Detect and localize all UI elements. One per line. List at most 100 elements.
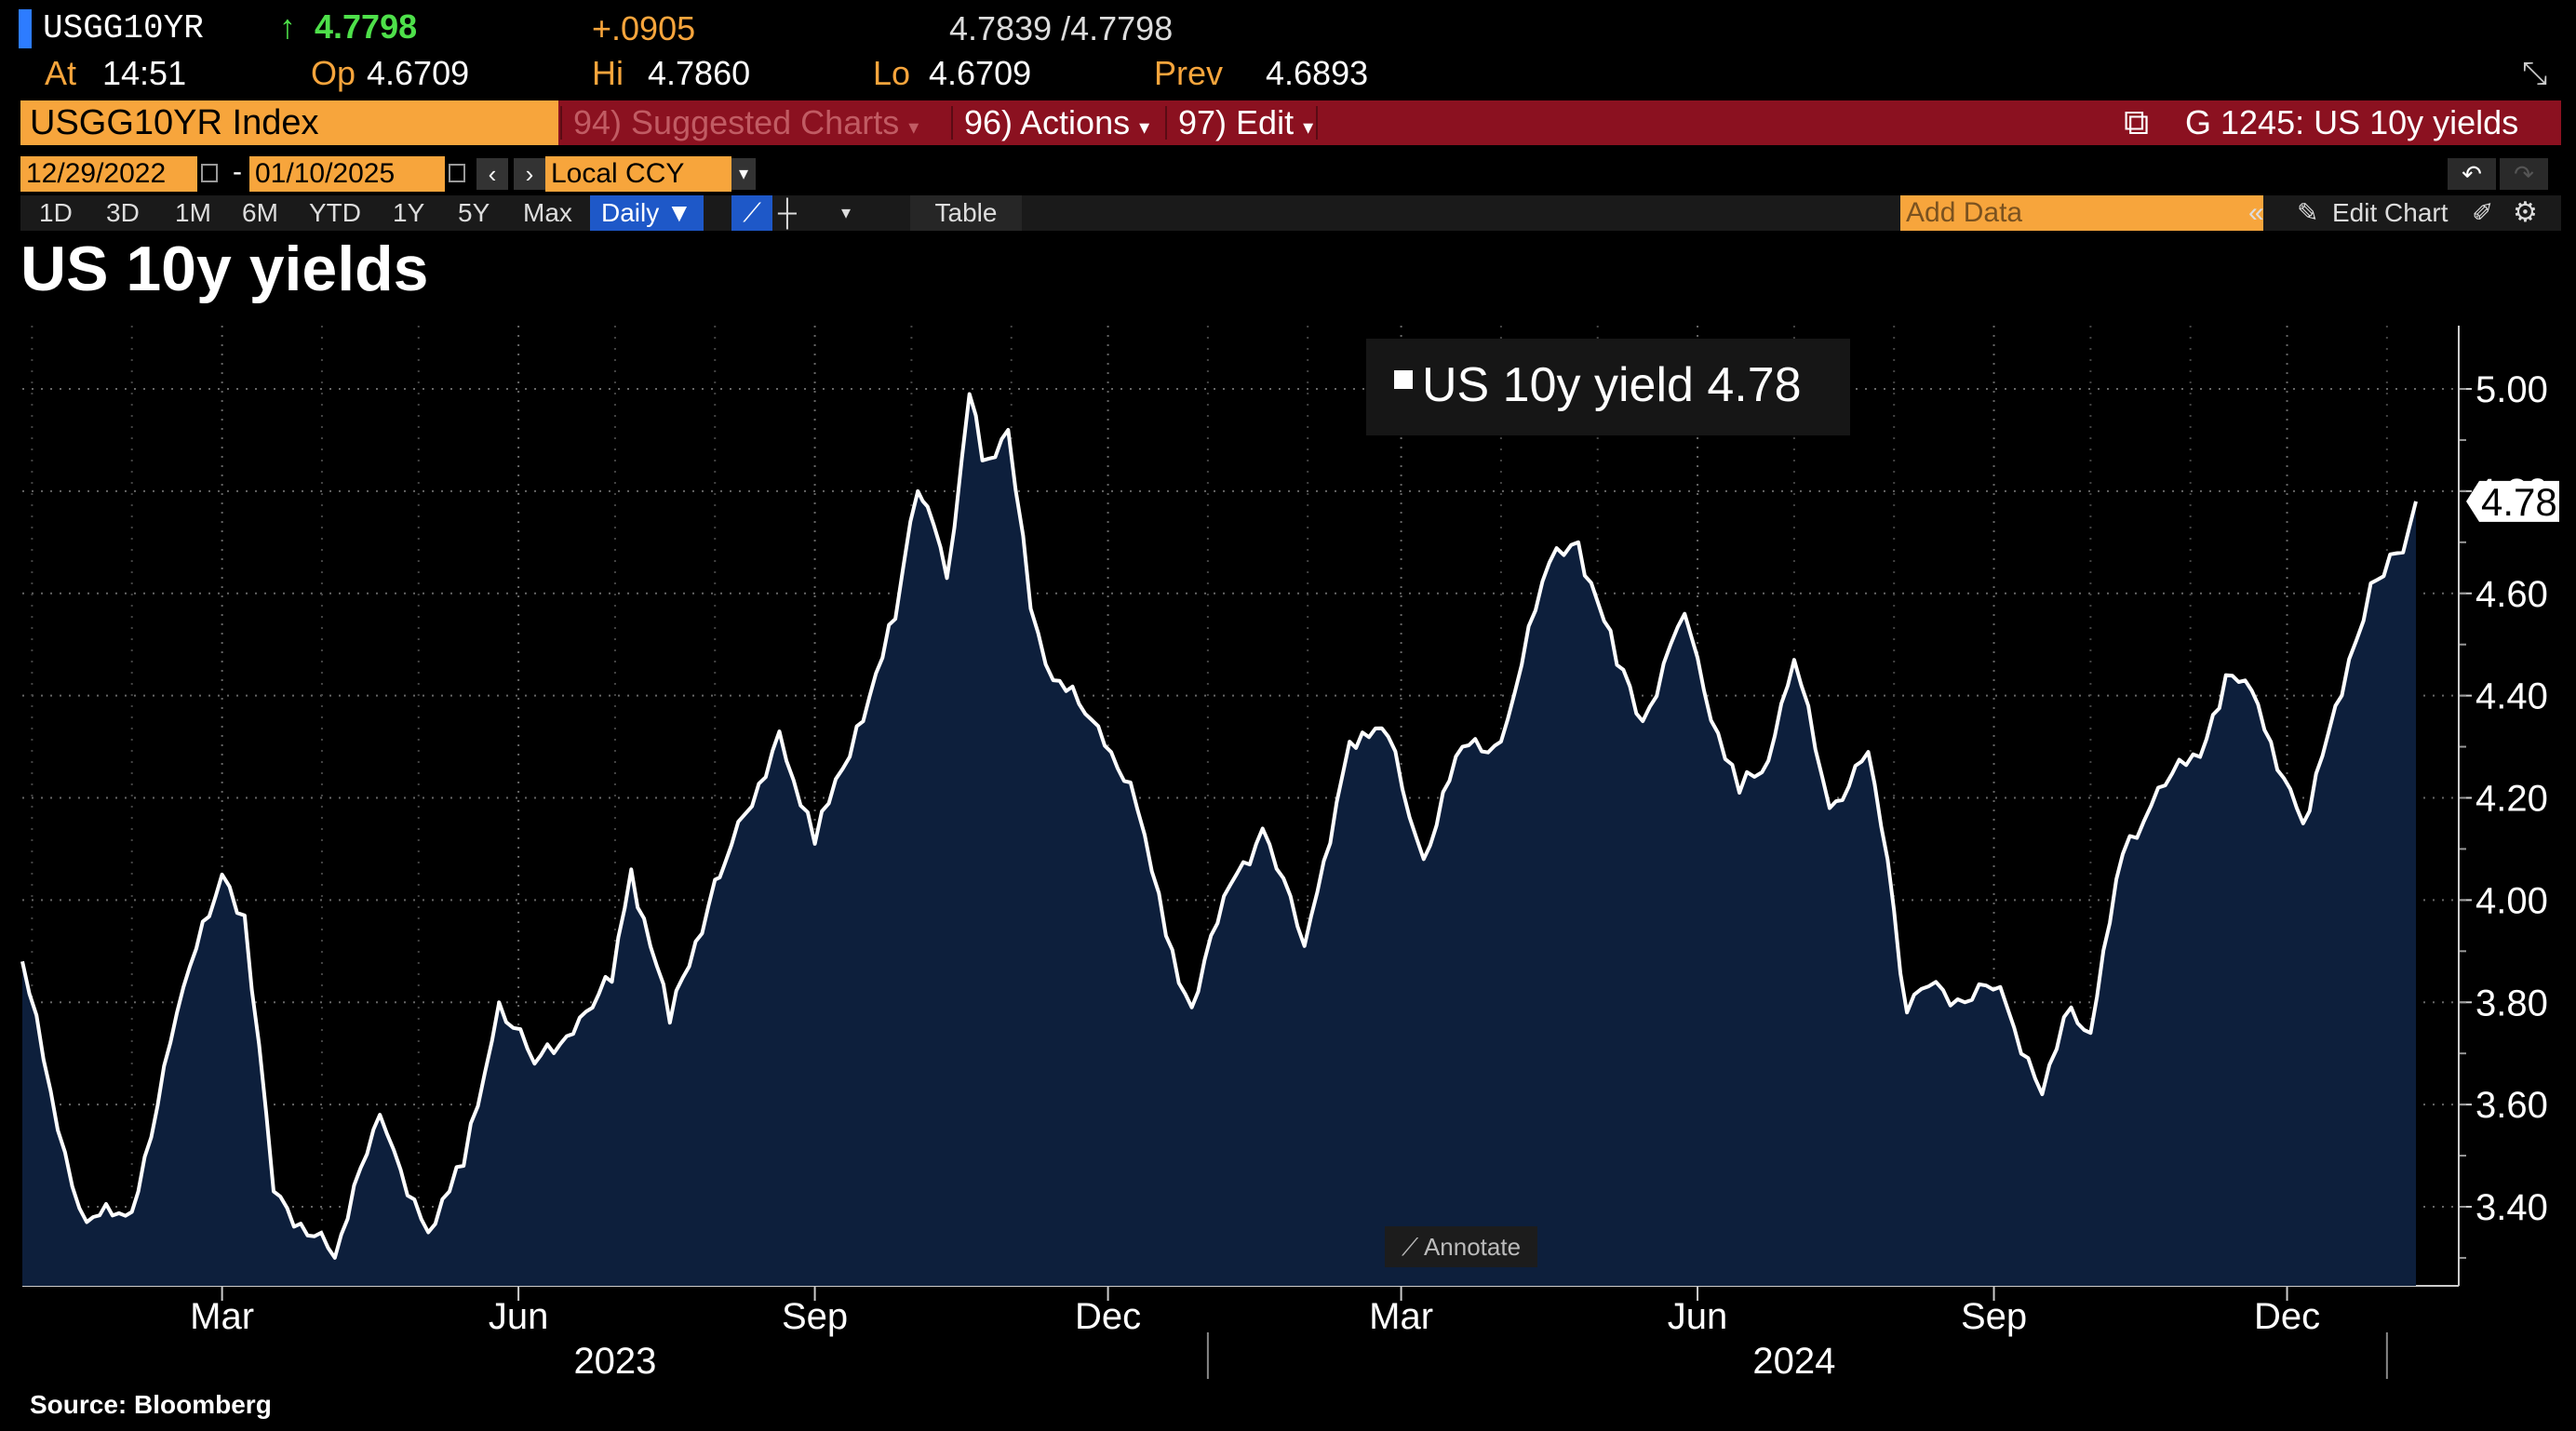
y-tick-label: 3.80 [2475,983,2548,1023]
period-ytd[interactable]: YTD [309,198,361,227]
frequency-select[interactable]: Daily ▼ [590,195,704,231]
actions-button[interactable]: 96) Actions ▾ [964,100,1149,145]
yield-chart[interactable]: 3.403.603.804.004.204.404.604.805.00MarJ… [0,321,2576,1382]
at-label: At [45,54,77,92]
chevron-down-icon: ▾ [1139,115,1150,139]
period-max[interactable]: Max [523,198,572,227]
draw-icon[interactable]: ✐ [2472,198,2494,227]
chevron-down-icon: ▾ [908,115,919,139]
security-input[interactable]: USGG10YR Index [20,100,558,145]
date-dash: - [233,156,242,187]
open-value: 4.6709 [367,54,470,92]
divider [1316,106,1318,140]
function-toolbar: USGG10YR Index 94) Suggested Charts ▾ 96… [20,100,2561,145]
double-chevron-left-icon[interactable]: « [2248,197,2264,228]
expand-icon[interactable]: ⤡ [2522,56,2548,91]
suggested-charts-label: 94) Suggested Charts [573,103,900,141]
x-tick-label: Sep [1961,1296,2027,1337]
series-line[interactable] [20,392,2418,1260]
chevron-right-icon[interactable]: › [514,158,545,190]
undo-icon[interactable]: ↶ [2448,158,2496,190]
table-button[interactable]: Table [910,195,1022,231]
x-tick-label: Mar [1369,1296,1433,1337]
period-3d[interactable]: 3D [106,198,140,227]
quote-stats-row: At 14:51 Op 4.6709 Hi 4.7860 Lo 4.6709 P… [0,54,2576,100]
legend-swatch [1394,370,1413,389]
x-tick-label: Jun [1668,1296,1728,1337]
calendar-icon[interactable] [201,164,218,182]
popout-icon[interactable]: ⧉ [2124,103,2150,142]
last-price: 4.7798 [315,7,418,46]
low-label: Lo [873,54,911,92]
y-tick-label: 3.40 [2475,1187,2548,1228]
period-1d[interactable]: 1D [39,198,73,227]
x-tick-label: Sep [782,1296,848,1337]
prev-value: 4.6893 [1266,54,1369,92]
chart-title: US 10y yields [20,234,429,304]
bar-chart-icon[interactable]: ┼ [778,198,797,227]
prev-label: Prev [1154,54,1224,92]
quote-header-row: USGG10YR ↑ 4.7798 +.0905 4.7839 /4.7798 … [0,7,2576,91]
pencil-icon: ⟋ [1401,1233,1419,1261]
year-label: 2023 [573,1341,656,1382]
frequency-label: Daily [601,198,660,227]
start-date-input[interactable]: 12/29/2022 [20,156,197,192]
pencil-icon[interactable]: ✎ [2297,198,2319,227]
suggested-charts-button[interactable]: 94) Suggested Charts ▾ [573,100,919,145]
chevron-down-icon[interactable]: ▾ [841,203,852,223]
high-label: Hi [592,54,624,92]
low-value: 4.6709 [929,54,1032,92]
chart-legend[interactable]: US 10y yield 4.78 [1366,339,1850,435]
redo-icon[interactable]: ↷ [2500,158,2548,190]
caret-down-icon: ▼ [666,198,692,227]
security-marker [19,9,32,48]
divider [1165,106,1167,140]
period-6m[interactable]: 6M [242,198,278,227]
edit-chart-button[interactable]: Edit Chart [2332,198,2449,227]
y-tick-label: 4.00 [2475,880,2548,921]
currency-select[interactable]: Local CCY [545,156,731,192]
x-tick-label: Dec [2254,1296,2320,1337]
y-tick-label: 4.60 [2475,574,2548,615]
year-label: 2024 [1752,1341,1835,1382]
y-tick-label: 5.00 [2475,369,2548,410]
legend-last-value: 4.78 [1707,358,1802,412]
y-tick-label: 3.60 [2475,1085,2548,1126]
chevron-down-icon[interactable]: ▾ [731,158,756,190]
series-area [22,394,2416,1286]
chevron-down-icon: ▾ [1303,115,1314,139]
annotate-label: Annotate [1423,1233,1522,1261]
line-chart-icon[interactable]: ⟋ [731,195,772,231]
period-toolbar: 1D 3D 1M 6M YTD 1Y 5Y Max Daily ▼ ⟋ ┼ ▾ … [20,195,2561,231]
end-date-input[interactable]: 01/10/2025 [249,156,445,192]
open-label: Op [311,54,356,92]
last-value-tag [2466,480,2559,522]
bid-ask: 4.7839 /4.7798 [949,9,1174,47]
legend-entry: US 10y yield 4.78 [1422,357,1802,413]
period-5y[interactable]: 5Y [458,198,490,227]
calendar-icon[interactable] [449,164,465,182]
y-tick-label: 4.20 [2475,779,2548,820]
x-tick-label: Jun [489,1296,549,1337]
y-tick-label: 4.40 [2475,676,2548,717]
quote-time: 14:51 [102,54,187,92]
divider [560,106,562,140]
legend-series-name: US 10y yield [1422,358,1694,412]
last-value-label: 4.78 [2481,480,2557,524]
gear-icon[interactable]: ⚙ [2513,197,2538,228]
edit-button[interactable]: 97) Edit ▾ [1178,100,1313,145]
divider [951,106,953,140]
x-tick-label: Dec [1075,1296,1141,1337]
chevron-left-icon[interactable]: ‹ [476,158,508,190]
actions-label: 96) Actions [964,103,1131,141]
edit-label: 97) Edit [1178,103,1295,141]
source-note: Source: Bloomberg [30,1390,272,1419]
period-1y[interactable]: 1Y [393,198,425,227]
ticker[interactable]: USGG10YR [43,9,204,47]
up-arrow-icon: ↑ [279,7,296,46]
period-1m[interactable]: 1M [175,198,211,227]
annotate-button[interactable]: ⟋ Annotate [1385,1226,1537,1267]
add-data-input[interactable]: Add Data [1900,195,2263,231]
price-change: +.0905 [592,9,696,47]
x-tick-label: Mar [190,1296,254,1337]
